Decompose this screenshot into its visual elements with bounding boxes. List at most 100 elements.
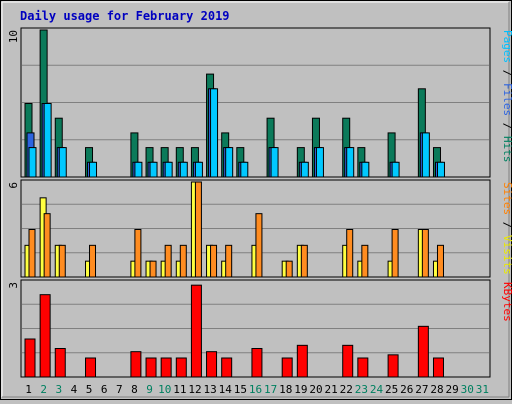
panel-middle-legend: Sites / Visits <box>501 182 512 275</box>
bar-sites-day-12 <box>194 181 202 278</box>
bar-sites-day-8 <box>134 229 142 278</box>
bar-pages-day-9 <box>149 161 158 178</box>
bar-kbytes-day-19 <box>296 344 308 378</box>
bar-kbytes-day-2 <box>39 294 51 378</box>
x-tick-label: 21 <box>325 383 338 396</box>
panel-top-legend-part: Pages <box>501 30 512 63</box>
panel-top-legend: Pages / Files / Hits <box>501 30 512 163</box>
panel-bottom-ymax-label: 3 <box>7 282 20 289</box>
bar-kbytes-day-1 <box>24 338 36 378</box>
x-tick-label: 6 <box>101 383 108 396</box>
bar-pages-day-3 <box>58 147 67 178</box>
x-tick-label: 20 <box>309 383 322 396</box>
bar-kbytes-day-27 <box>417 325 429 378</box>
bar-kbytes-day-9 <box>145 357 157 378</box>
bar-sites-day-5 <box>89 244 97 278</box>
x-tick-label: 1 <box>25 383 32 396</box>
x-tick-label: 13 <box>203 383 216 396</box>
x-tick-label: 4 <box>71 383 78 396</box>
bar-pages-day-14 <box>225 147 234 178</box>
bar-pages-day-25 <box>391 161 400 178</box>
bar-sites-day-27 <box>421 229 429 278</box>
x-tick-label: 18 <box>279 383 292 396</box>
x-tick-label: 11 <box>173 383 186 396</box>
bar-kbytes-day-25 <box>387 354 399 378</box>
bar-sites-day-1 <box>28 229 36 278</box>
bar-pages-day-2 <box>43 103 52 178</box>
bar-pages-day-10 <box>164 161 173 178</box>
x-tick-label: 26 <box>400 383 413 396</box>
bar-kbytes-day-16 <box>251 348 263 378</box>
x-tick-label: 15 <box>234 383 247 396</box>
x-tick-label: 9 <box>146 383 153 396</box>
bar-sites-day-10 <box>164 244 172 278</box>
x-tick-label: 16 <box>249 383 262 396</box>
bar-kbytes-day-8 <box>130 351 142 378</box>
x-tick-label: 8 <box>131 383 138 396</box>
bar-kbytes-day-5 <box>85 357 97 378</box>
bar-pages-day-20 <box>315 147 324 178</box>
x-tick-label: 10 <box>158 383 171 396</box>
bar-sites-day-2 <box>43 213 51 278</box>
panel-bottom-legend: KBytes <box>501 282 512 322</box>
panel-top-ymax-label: 10 <box>7 30 20 43</box>
panel-middle-legend-part: Sites <box>501 182 512 215</box>
bar-pages-day-13 <box>210 88 219 178</box>
bar-kbytes-day-11 <box>175 357 187 378</box>
panel-top-legend-part: Files <box>501 83 512 116</box>
bar-pages-day-11 <box>179 161 188 178</box>
bar-pages-day-28 <box>436 161 445 178</box>
x-tick-label: 2 <box>40 383 47 396</box>
bar-kbytes-day-13 <box>206 351 218 378</box>
bar-sites-day-19 <box>300 244 308 278</box>
x-tick-label: 30 <box>461 383 474 396</box>
bar-kbytes-day-22 <box>342 344 354 378</box>
bar-sites-day-3 <box>58 244 66 278</box>
bar-pages-day-1 <box>28 147 37 178</box>
x-tick-label: 5 <box>86 383 93 396</box>
x-tick-label: 19 <box>294 383 307 396</box>
bar-sites-day-25 <box>391 229 399 278</box>
bar-kbytes-day-12 <box>190 284 202 378</box>
bar-pages-day-17 <box>270 147 279 178</box>
x-tick-label: 25 <box>385 383 398 396</box>
x-tick-label: 23 <box>355 383 368 396</box>
x-tick-label: 3 <box>56 383 63 396</box>
x-tick-label: 31 <box>476 383 489 396</box>
bar-sites-day-22 <box>346 229 354 278</box>
bar-sites-day-23 <box>361 244 369 278</box>
panel-middle-ymax-label: 6 <box>7 182 20 189</box>
bar-sites-day-11 <box>179 244 187 278</box>
x-tick-label: 14 <box>219 383 233 396</box>
bar-pages-day-8 <box>134 161 143 178</box>
bar-sites-day-9 <box>149 260 157 278</box>
x-tick-label: 29 <box>446 383 459 396</box>
bar-pages-day-19 <box>300 161 309 178</box>
x-tick-label: 27 <box>415 383 428 396</box>
x-tick-label: 7 <box>116 383 123 396</box>
bar-pages-day-23 <box>361 161 370 178</box>
x-tick-label: 12 <box>188 383 201 396</box>
bar-pages-day-27 <box>421 132 430 178</box>
bar-kbytes-day-23 <box>357 357 369 378</box>
bar-kbytes-day-10 <box>160 357 172 378</box>
bar-kbytes-day-14 <box>221 357 233 378</box>
bar-sites-day-28 <box>436 244 444 278</box>
x-tick-label: 17 <box>264 383 277 396</box>
bar-pages-day-5 <box>89 161 98 178</box>
bar-pages-day-15 <box>240 161 249 178</box>
x-tick-label: 24 <box>370 383 384 396</box>
bar-pages-day-12 <box>194 161 203 178</box>
bar-kbytes-day-28 <box>432 357 444 378</box>
x-tick-label: 28 <box>430 383 443 396</box>
bar-sites-day-14 <box>225 244 233 278</box>
bar-kbytes-day-18 <box>281 357 293 378</box>
bar-sites-day-16 <box>255 213 263 278</box>
panel-middle-legend-part: Visits <box>501 235 512 275</box>
panel-bottom-legend-part: KBytes <box>501 282 512 322</box>
bar-pages-day-22 <box>346 147 355 178</box>
panel-top-legend-part: Hits <box>501 136 512 163</box>
panel-top-legend-part: / <box>501 63 512 83</box>
